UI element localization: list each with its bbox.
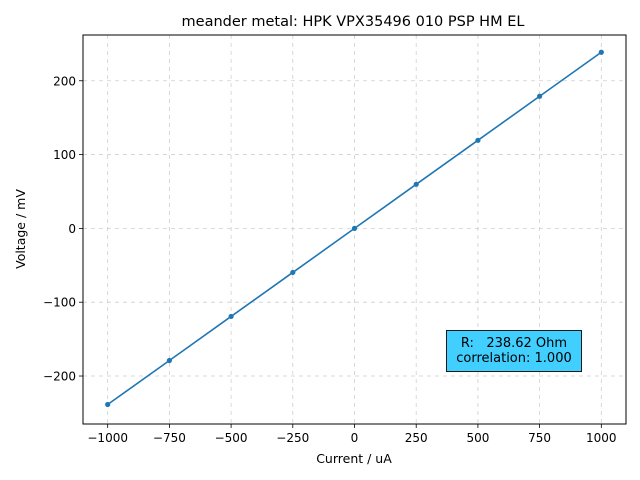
data-point — [105, 401, 111, 408]
y-tick-label: 0 — [68, 222, 76, 236]
x-ticks: −1000 −750 −500 −250 0 250 500 750 1000 — [87, 424, 617, 445]
data-point — [413, 181, 419, 187]
x-tick-label: 500 — [466, 431, 489, 445]
x-tick-label: −250 — [276, 431, 309, 445]
x-tick-label: 750 — [528, 431, 551, 445]
y-tick-label: 200 — [53, 74, 76, 88]
x-tick-label: −750 — [153, 431, 186, 445]
y-ticks: −200 −100 0 100 200 — [43, 74, 83, 384]
y-axis-label: Voltage / mV — [13, 189, 28, 269]
x-tick-label: 250 — [405, 431, 428, 445]
x-tick-label: −1000 — [87, 431, 128, 445]
data-point — [598, 49, 604, 55]
y-tick-label: −200 — [43, 370, 76, 384]
y-tick-label: 100 — [53, 148, 76, 162]
chart-title: meander metal: HPK VPX35496 010 PSP HM E… — [182, 14, 525, 30]
data-point — [537, 93, 543, 99]
x-tick-label: −500 — [215, 431, 248, 445]
annotation-resistance: R: 238.62 Ohm — [460, 336, 568, 351]
data-point — [290, 269, 296, 276]
x-tick-label: 1000 — [586, 431, 617, 445]
annotation-box: R: 238.62 Ohm correlation: 1.000 — [446, 330, 582, 372]
data-point — [228, 313, 234, 320]
series — [105, 49, 604, 408]
data-point — [475, 137, 481, 143]
y-tick-label: −100 — [43, 296, 76, 310]
data-point — [166, 357, 172, 364]
data-point — [351, 225, 358, 231]
annotation-correlation: correlation: 1.000 — [456, 351, 572, 366]
x-axis-label: Current / uA — [316, 451, 392, 466]
x-tick-label: 0 — [351, 431, 359, 445]
